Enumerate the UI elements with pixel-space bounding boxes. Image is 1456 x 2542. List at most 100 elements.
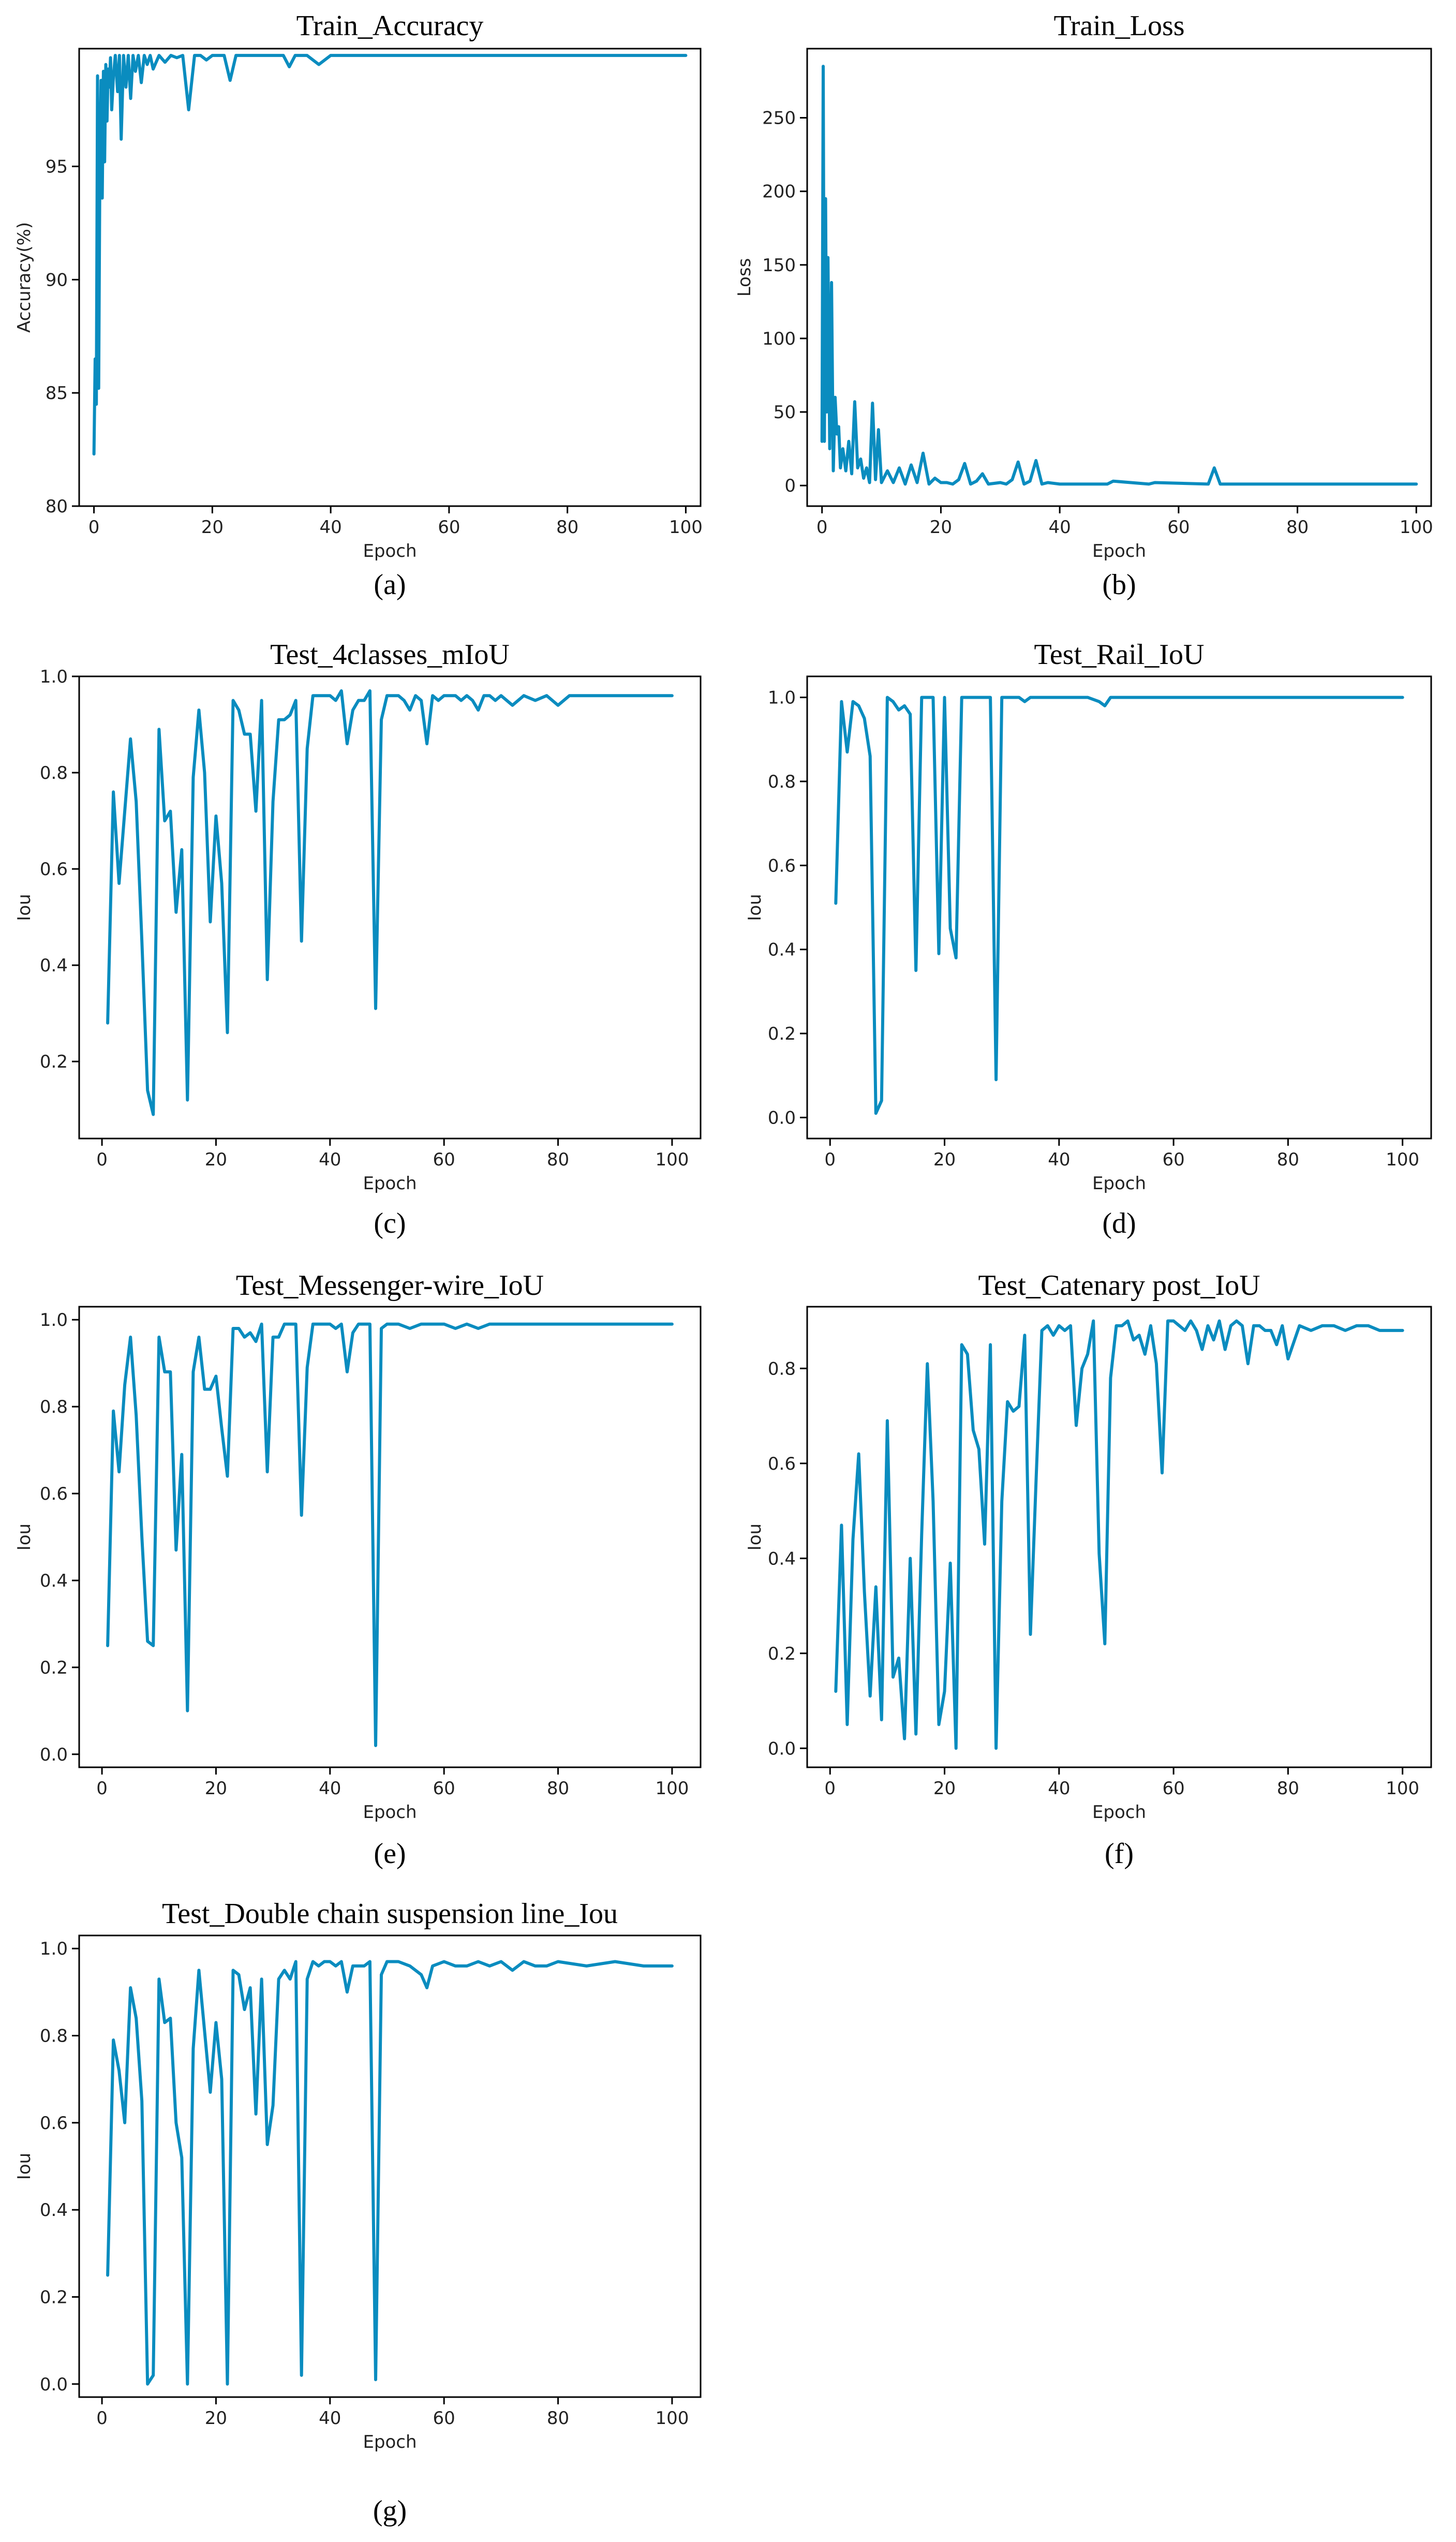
y-axis-label: Accuracy(%) <box>14 222 35 333</box>
y-tick-label: 90 <box>46 270 68 290</box>
y-tick-label: 200 <box>762 182 796 202</box>
y-tick-label: 0.2 <box>768 1024 796 1044</box>
y-tick-label: 1.0 <box>40 667 68 687</box>
x-tick-label: 100 <box>1386 1149 1419 1170</box>
panel-caption: (d) <box>1102 1207 1136 1239</box>
y-tick-label: 1.0 <box>768 688 796 708</box>
series-line-a <box>92 54 688 456</box>
x-tick-label: 100 <box>655 1149 689 1170</box>
y-tick-label: 1.0 <box>40 1939 68 1959</box>
y-tick-label: 0.4 <box>768 940 796 960</box>
y-tick-label: 0.8 <box>40 1397 68 1417</box>
x-tick-label: 40 <box>319 517 341 538</box>
chart-panel-b: Train_Loss 0 20 40 60 80 100 0 50 100 150 200 250 Epo… <box>734 10 1433 601</box>
plot-frame <box>78 48 702 507</box>
x-tick-label: 0 <box>96 1149 108 1170</box>
y-tick-label: 0.2 <box>40 2287 68 2308</box>
x-tick-label: 20 <box>201 517 224 538</box>
x-tick-label: 60 <box>438 517 460 538</box>
y-tick-label: 0.6 <box>40 2113 68 2134</box>
y-tick-label: 0.0 <box>40 2374 68 2395</box>
y-tick-label: 250 <box>762 108 796 129</box>
chart-panel-d: Test_Rail_IoU 0 20 40 60 80 100 0.0 0.2 0.4 0.6 0.8… <box>745 639 1432 1239</box>
x-tick-label: 0 <box>824 1149 836 1170</box>
y-axis-label: Loss <box>734 258 755 297</box>
x-tick-label: 80 <box>1277 1778 1299 1799</box>
x-axis-label: Epoch <box>363 541 417 561</box>
x-tick-label: 60 <box>433 1778 455 1799</box>
x-tick-label: 100 <box>655 1778 689 1799</box>
chart-panel-c: Test_4classes_mIoU 0 20 40 60 80 100 0.2 0.4 0.6 0… <box>14 639 702 1239</box>
x-tick-label: 80 <box>547 1149 569 1170</box>
x-axis-label: Epoch <box>363 1802 417 1823</box>
y-axis-label: Iou <box>745 894 765 921</box>
x-tick-label: 40 <box>1049 517 1071 538</box>
y-tick-label: 1.0 <box>40 1310 68 1331</box>
x-tick-label: 80 <box>547 1778 569 1799</box>
y-axis-label: Iou <box>745 1524 765 1550</box>
y-tick-label: 100 <box>762 329 796 349</box>
x-tick-label: 40 <box>319 1778 341 1799</box>
series-line-c <box>106 689 674 1116</box>
chart-title: Test_Rail_IoU <box>1034 639 1205 671</box>
x-tick-label: 100 <box>1386 1778 1419 1799</box>
y-tick-label: 95 <box>46 157 68 178</box>
y-tick-label: 0.0 <box>40 1745 68 1765</box>
series-line-g <box>106 1960 674 2386</box>
x-tick-label: 40 <box>1048 1778 1070 1799</box>
plot-frame <box>78 1306 702 1768</box>
x-axis-label: Epoch <box>1092 1802 1146 1823</box>
chart-title: Train_Accuracy <box>296 10 484 42</box>
panel-caption: (c) <box>374 1207 406 1239</box>
y-tick-label: 80 <box>46 496 68 517</box>
plot-frame <box>806 675 1432 1140</box>
y-tick-label: 0.8 <box>768 1358 796 1379</box>
x-tick-label: 40 <box>319 2408 341 2429</box>
x-tick-label: 100 <box>669 517 703 538</box>
x-tick-label: 20 <box>205 2408 227 2429</box>
x-axis-label: Epoch <box>1092 1173 1146 1194</box>
chart-panel-g: Test_Double chain suspension line_Iou 0 20… <box>14 1898 702 2527</box>
x-tick-label: 40 <box>1048 1149 1070 1170</box>
y-tick-label: 0.6 <box>768 855 796 876</box>
chart-title: Test_4classes_mIoU <box>270 639 510 671</box>
x-axis-label: Epoch <box>363 2432 417 2452</box>
chart-title: Test_Messenger-wire_IoU <box>236 1269 544 1302</box>
series-line-d <box>834 696 1404 1115</box>
chart-title: Test_Double chain suspension line_Iou <box>162 1898 618 1930</box>
plot-frame <box>806 1306 1432 1768</box>
x-tick-label: 60 <box>433 1149 455 1170</box>
x-tick-label: 60 <box>1162 1778 1184 1799</box>
x-tick-label: 40 <box>319 1149 341 1170</box>
x-tick-label: 20 <box>205 1778 227 1799</box>
panel-caption: (f) <box>1105 1838 1134 1870</box>
chart-panel-f: Test_Catenary post_IoU 0 20 40 60 80 100 0.0 0.2… <box>745 1269 1432 1870</box>
x-tick-label: 80 <box>1286 517 1309 538</box>
y-tick-label: 0.6 <box>40 859 68 880</box>
y-tick-label: 0.8 <box>40 2026 68 2047</box>
y-tick-label: 0.2 <box>40 1052 68 1072</box>
y-tick-label: 0.6 <box>768 1454 796 1474</box>
chart-title: Test_Catenary post_IoU <box>978 1269 1260 1302</box>
y-tick-label: 85 <box>46 383 68 404</box>
plot-frame <box>78 675 702 1140</box>
y-tick-label: 0.8 <box>40 763 68 784</box>
plot-frame <box>806 48 1432 507</box>
x-tick-label: 80 <box>556 517 578 538</box>
x-tick-label: 100 <box>1400 517 1433 538</box>
y-axis-label: Iou <box>14 894 35 921</box>
y-tick-label: 0.4 <box>768 1548 796 1569</box>
x-tick-label: 0 <box>96 2408 108 2429</box>
series-line-e <box>106 1322 674 1747</box>
x-tick-label: 0 <box>96 1778 108 1799</box>
y-tick-label: 0.6 <box>40 1484 68 1504</box>
chart-panel-a: Train_Accuracy 0 20 40 60 80 100 80 85 90 95 Epoch A… <box>14 10 703 601</box>
y-tick-label: 0.0 <box>768 1107 796 1128</box>
y-tick-label: 0.4 <box>40 955 68 976</box>
y-tick-label: 0.4 <box>40 2200 68 2221</box>
panel-caption: (b) <box>1102 569 1136 601</box>
y-tick-label: 0.2 <box>768 1644 796 1664</box>
x-tick-label: 80 <box>1277 1149 1299 1170</box>
y-axis-label: Iou <box>14 2153 35 2180</box>
y-tick-label: 0.0 <box>768 1738 796 1759</box>
